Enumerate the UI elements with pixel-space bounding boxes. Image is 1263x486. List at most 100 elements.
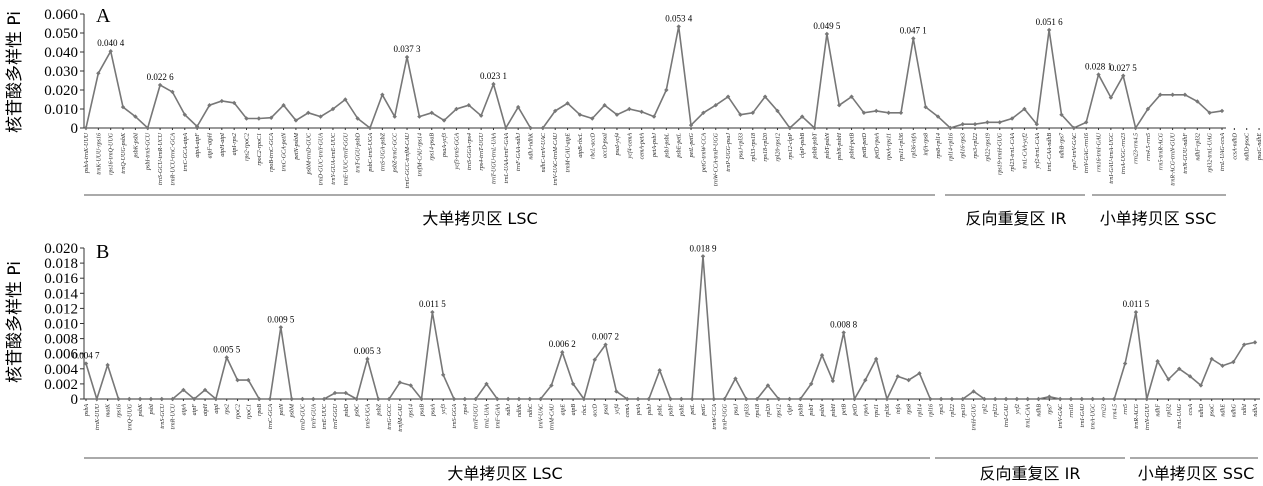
data-point [906,377,911,383]
data-point [269,115,274,120]
x-tick-label: rps19-trnH-GUG [998,132,1004,175]
x-tick-label: trnA-UGC-rrn23 [1121,133,1127,174]
x-tick-label: trnS-GGA [452,404,458,429]
data-point [133,114,138,119]
x-tick-label: trnV-GAC [1058,403,1064,428]
data-point [321,396,327,402]
panel-a-letter: A [96,5,111,27]
x-tick-label: trnN-GUU [1145,403,1151,430]
data-point [549,383,554,388]
data-point [625,396,630,402]
x-tick-label: ndhC-trnV-UAC [541,132,547,172]
x-tick-label: psaJ-rpl33 [738,133,744,160]
panel-a-regions: 大单拷贝区 LSC 反向重复区 IR 小单拷贝区 SSC [84,194,1226,228]
data-point [83,125,89,131]
data-point [1170,92,1175,97]
x-tick-label: petD-rpoA [874,133,880,160]
data-point [948,125,953,131]
x-tick-label: rpoA-rps11 [887,133,893,160]
data-point [116,396,121,402]
data-point [765,383,771,388]
x-tick-label: trnR-UCU [171,403,177,429]
data-point [581,396,587,402]
data-label: 0.051 6 [1036,17,1064,27]
y-tick-label: 0 [71,121,79,137]
x-tick-label: trnM-CAU [549,403,555,430]
data-point [614,389,619,394]
data-point [657,368,662,373]
x-tick-label: trnL-UAG-ccsA [1220,133,1226,171]
data-point [754,396,760,402]
x-tick-label: atpE [560,404,566,416]
data-point [192,396,197,402]
x-tick-label: ndhE [1221,404,1227,417]
x-tick-label: rpl20-rps12 [775,133,781,162]
data-point [332,390,338,396]
data-point [1022,106,1027,112]
x-tick-label: petN-psbM [294,132,300,161]
region-label-ssc: 小单拷贝区 SSC [1100,209,1217,228]
data-point [293,118,299,123]
x-tick-label: trnI-GAU-trnA-UGC [1109,132,1115,184]
data-point [938,396,944,402]
panel-a-series [83,24,1225,131]
data-point [343,97,348,102]
data-point [148,396,154,402]
data-point [495,396,500,402]
x-tick-label: rps18-rpl20 [763,133,769,162]
data-point [1068,396,1074,402]
data-point [824,31,830,37]
data-point [484,381,489,387]
x-tick-label: ndhD [1199,403,1205,417]
data-point [94,396,100,402]
data-point [911,36,916,41]
data-point [928,396,933,402]
x-tick-label: rpoC2-rpoC1 [257,133,263,166]
x-tick-label: trnI-CAU [1004,403,1010,427]
region-label-ssc-b: 小单拷贝区 SSC [1138,464,1255,483]
data-point [664,87,669,93]
data-point [181,387,186,393]
x-tick-label: rps2 [225,404,231,415]
x-tick-label: petA-psbJ [652,133,658,158]
data-point [1133,309,1139,315]
data-label: 0.018 9 [689,243,717,253]
data-point [311,396,316,402]
x-tick-label: psbT [809,403,815,416]
data-point [676,24,681,29]
data-point [1108,95,1114,100]
data-point [1112,396,1117,402]
data-point [830,378,836,384]
x-tick-label: trnT-GGU-psbD [356,132,362,172]
panel-b-x-ticks: psbA trnK-UUU matK rps16 trnQ-UUG psbK psbI trn… [84,399,1259,432]
data-point [1121,73,1126,78]
x-tick-label: psbM [290,403,296,418]
x-tick-label: psbE-petL [677,132,683,158]
data-label: 0.011 5 [1123,299,1150,309]
y-tick-label: 0.020 [44,83,78,99]
data-point [886,110,891,115]
x-tick-label: trnC-GCA-petN [282,132,288,171]
panel-b-series [83,254,1258,402]
data-point [776,396,781,402]
x-tick-label: trnL-CAA-ndhB [1047,133,1053,172]
x-tick-label: ndhJ [506,404,512,416]
x-tick-label: rps4-trnT-UGU [478,132,485,170]
data-point [849,94,854,99]
data-point [775,108,780,114]
x-tick-label: psbN [820,403,826,417]
data-point [505,396,511,402]
x-tick-label: psbC [355,403,361,417]
x-tick-label: trnN-GUU-ndhF [1183,133,1189,174]
data-point [244,116,249,121]
data-point [1034,122,1039,127]
data-point [376,396,381,402]
data-point [367,125,373,131]
data-point [170,396,175,402]
x-tick-label: petB [842,404,848,416]
x-tick-label: accD-psaI [603,132,609,158]
data-point [713,103,718,108]
data-point [590,116,595,121]
data-point [1145,106,1151,112]
data-point [898,110,904,115]
